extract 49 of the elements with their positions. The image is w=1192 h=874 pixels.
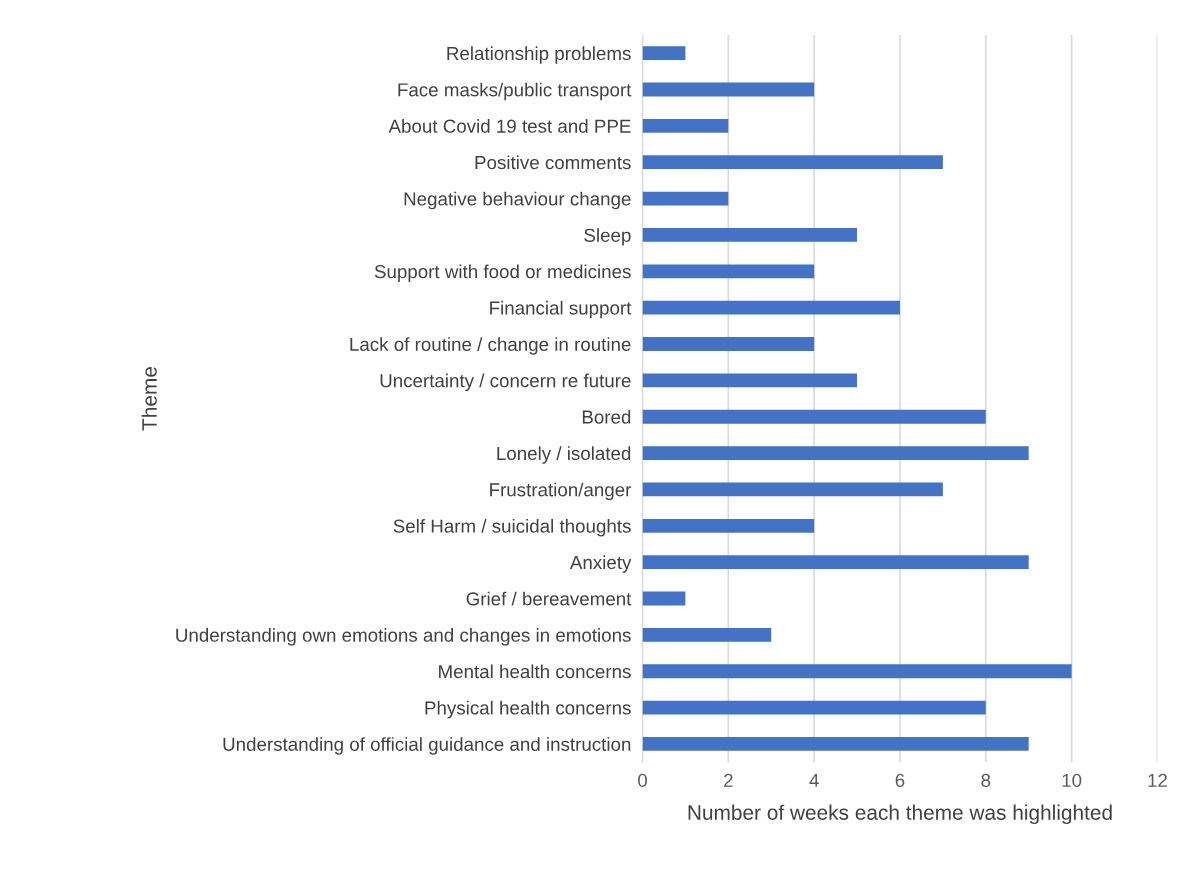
x-tick-label: 6 [895, 773, 905, 788]
bar [642, 446, 1029, 460]
x-tick-label: 10 [1062, 773, 1082, 788]
bar [642, 300, 900, 315]
bar [642, 228, 858, 242]
bar [642, 591, 686, 606]
bar [642, 555, 1029, 570]
x-tick-label: 0 [638, 773, 647, 788]
bar [642, 264, 815, 279]
y-tick-label: Lonely / isolated [497, 446, 631, 464]
y-tick-label: Relationship problems [447, 46, 631, 64]
bar [642, 118, 729, 133]
y-tick-label: Grief / bereavement [466, 591, 632, 606]
bar [642, 409, 986, 424]
y-tick-label: Anxiety [569, 555, 632, 573]
bar [642, 518, 815, 533]
y-tick-label: Uncertainty / concern re future [380, 373, 631, 392]
y-tick-label: Mental health concerns [439, 664, 631, 679]
y-tick-label: Self Harm / suicidal thoughts [393, 519, 631, 537]
y-tick-label: Lack of routine / change in routine [350, 337, 631, 355]
bar [642, 664, 1072, 679]
y-tick-label: Sleep [584, 228, 631, 246]
y-tick-label: Understanding own emotions and changes in emotions [176, 628, 631, 646]
bar [642, 627, 772, 642]
bar [642, 700, 986, 715]
y-tick-label: Physical health concerns [425, 700, 631, 719]
bar [642, 82, 815, 97]
y-tick-label: Face masks/public transport [398, 82, 632, 101]
y-tick-label: Financial support [490, 300, 632, 319]
x-tick-label: 12 [1148, 773, 1167, 787]
y-tick-label: Support with food or medicines [374, 264, 631, 282]
y-tick-label: About Covid 19 test and PPE [388, 119, 631, 133]
bar [642, 373, 858, 388]
x-axis-title: Number of weeks each theme was highlighted [688, 804, 1112, 825]
bar [642, 482, 943, 497]
x-tick-label: 4 [809, 773, 819, 787]
y-tick-label: Understanding of official guidance and instruction [223, 737, 631, 755]
y-tick-label: Frustration/anger [490, 482, 632, 501]
bar [642, 191, 729, 206]
y-tick-label: Negative behaviour change [404, 191, 631, 210]
bar [642, 737, 1029, 751]
x-tick-label: 2 [724, 773, 733, 787]
y-tick-label: Bored [582, 409, 631, 424]
bar [642, 155, 943, 170]
x-tick-label: 8 [981, 773, 991, 788]
y-tick-label: Positive comments [475, 155, 631, 170]
bar [642, 337, 815, 351]
y-axis-title: Theme [141, 367, 157, 431]
bar [642, 46, 686, 61]
